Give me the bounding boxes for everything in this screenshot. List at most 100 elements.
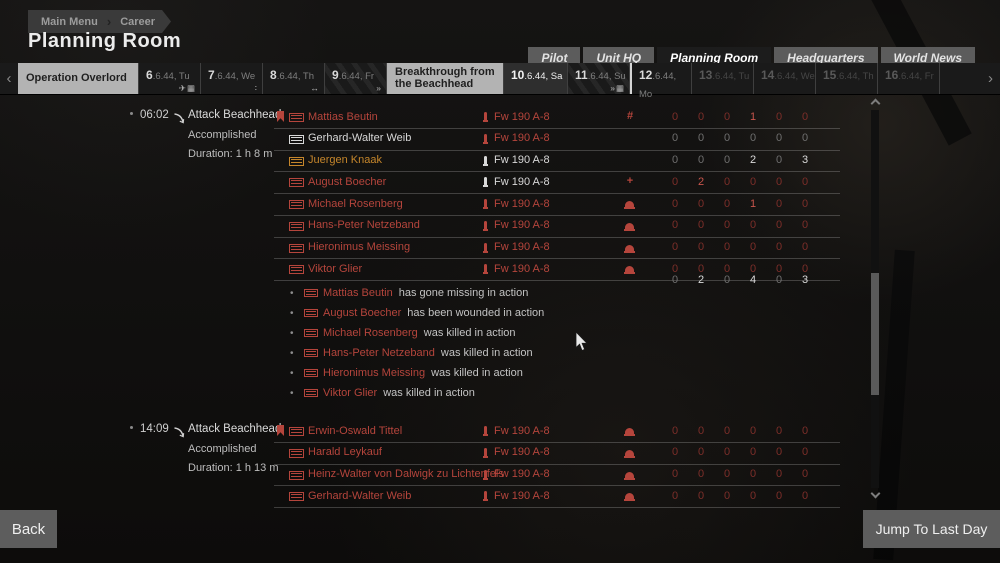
- mission-time: 14:09: [140, 423, 169, 435]
- message-text: was killed in action: [440, 347, 533, 359]
- date-tab-13-6-44[interactable]: 13.6.44, Tu: [692, 63, 754, 94]
- pilot-name: Gerhard-Walter Weib: [308, 489, 412, 502]
- date-day-suffix: .6.44, Tu: [712, 71, 750, 82]
- stat-value: 2: [749, 154, 757, 166]
- stat-value: 0: [801, 489, 809, 502]
- stat-value: 0: [697, 241, 705, 253]
- bookmark-icon: [277, 111, 284, 122]
- date-tab-14-6-44[interactable]: 14.6.44, We: [754, 63, 816, 94]
- breadcrumb: Main Menu › Career: [28, 10, 171, 33]
- tab-unit-hq[interactable]: Unit HQ: [583, 47, 655, 68]
- pilot-name: Erwin-Oswald Tittel: [308, 424, 403, 437]
- breadcrumb-item-career[interactable]: Career: [120, 15, 156, 28]
- stat-value: 0: [723, 110, 731, 123]
- date-day-suffix: .6.44, Th: [836, 71, 874, 82]
- pilot-row[interactable]: Hieronimus Meissing Fw 190 A-8 0 0 0 0 0 0: [274, 238, 840, 260]
- killed-icon: [624, 493, 635, 502]
- pilot-row[interactable]: Michael Rosenberg Fw 190 A-8 0 0 0 1 0 0: [274, 194, 840, 216]
- date-tab-11-6-44[interactable]: 11.6.44, Su »▦: [568, 63, 630, 94]
- pilot-row[interactable]: Hans-Peter Netzeband Fw 190 A-8 0 0 0 0 0 0: [274, 216, 840, 238]
- stat-value: 0: [697, 424, 705, 437]
- message-text: has been wounded in action: [407, 307, 545, 319]
- stat-value: 0: [749, 489, 757, 502]
- stat-value: 0: [697, 262, 705, 275]
- rank-insignia-icon: [289, 427, 304, 436]
- killed-icon: [624, 471, 635, 480]
- date-day-number: 8: [270, 68, 277, 82]
- stat-value: 0: [723, 154, 731, 166]
- top-nav-tabs: Pilot Unit HQ Planning Room Headquarters Wor…: [528, 47, 975, 68]
- page-title: Planning Room: [28, 30, 182, 52]
- pilot-row[interactable]: Harald Leykauf Fw 190 A-8 0 0 0 0 0 0: [274, 443, 840, 465]
- stat-value: 0: [801, 424, 809, 437]
- rank-insignia-icon: [304, 389, 318, 397]
- stat-value: 0: [697, 197, 705, 210]
- tab-planning-room[interactable]: Planning Room: [657, 47, 772, 68]
- stat-value: 0: [801, 241, 809, 253]
- date-tab-16-6-44[interactable]: 16.6.44, Fr: [878, 63, 940, 94]
- bookmark-icon: [277, 425, 284, 436]
- date-strip-prev-icon[interactable]: ‹: [6, 70, 12, 87]
- bomb-icon: [483, 199, 488, 209]
- date-tab-15-6-44[interactable]: 15.6.44, Th: [816, 63, 878, 94]
- message-row: • Viktor Glier was killed in action: [290, 383, 544, 403]
- message-pilot-name: August Boecher: [323, 307, 402, 319]
- pilot-name: Michael Rosenberg: [308, 197, 403, 210]
- pilot-row[interactable]: Viktor Glier Fw 190 A-8 0 0 0 0 0 0: [274, 259, 840, 281]
- tab-headquarters[interactable]: Headquarters: [774, 47, 878, 68]
- date-tab-icons: ✈▦: [179, 83, 196, 93]
- stat-value: 0: [671, 132, 679, 145]
- scroll-up-icon[interactable]: [870, 98, 881, 109]
- tab-world-news[interactable]: World News: [880, 47, 975, 68]
- message-row: • August Boecher has been wounded in actio…: [290, 303, 544, 323]
- aircraft-type: Fw 190 A-8: [494, 154, 550, 166]
- mission-messages: • Mattias Beutin has gone missing in actio…: [290, 283, 544, 403]
- mission-duration: Duration: 1 h 13 m: [188, 462, 279, 474]
- date-tab-10-6-44[interactable]: 10.6.44, Sa: [504, 63, 568, 94]
- date-tab-7-6-44[interactable]: 7.6.44, We ∶: [201, 63, 263, 94]
- killed-icon: [624, 428, 635, 436]
- pilot-row[interactable]: Mattias Beutin Fw 190 A-8 #0 0 0 1 0 0: [274, 107, 840, 129]
- pilot-row[interactable]: Erwin-Oswald Tittel Fw 190 A-8 0 0 0 0 0 0: [274, 421, 840, 443]
- pilot-name: Harald Leykauf: [308, 446, 382, 459]
- aircraft-type: Fw 190 A-8: [494, 175, 550, 188]
- aircraft-type: Fw 190 A-8: [494, 446, 550, 459]
- date-day-suffix: .6.44, Fr: [898, 71, 934, 82]
- mission-duration: Duration: 1 h 8 m: [188, 148, 273, 160]
- date-day-number: 10: [511, 68, 525, 82]
- scrollbar-thumb[interactable]: [871, 273, 879, 395]
- operation-tab-breakthrough-from-the-beachhead[interactable]: Breakthrough from the Beachhead: [387, 63, 504, 94]
- pilot-row[interactable]: August Boecher Fw 190 A-8 +0 2 0 0 0 0: [274, 172, 840, 194]
- wounded-icon: +: [626, 175, 634, 188]
- scroll-down-icon[interactable]: [870, 488, 881, 499]
- back-button[interactable]: Back: [0, 510, 57, 548]
- date-tab-6-6-44[interactable]: 6.6.44, Tu ✈▦: [139, 63, 201, 94]
- stat-value: 0: [671, 489, 679, 502]
- date-tab-12-6-44[interactable]: 12.6.44, Mo: [630, 63, 692, 100]
- message-bullet-icon: •: [290, 347, 294, 359]
- rank-insignia-icon: [289, 221, 304, 231]
- pilot-row[interactable]: Gerhard-Walter Weib Fw 190 A-8 0 0 0 0 0 0: [274, 486, 840, 508]
- transfer-icon: ↔: [310, 82, 320, 93]
- pilot-row[interactable]: Heinz-Walter von Dalwigk zu Lichtenfels F…: [274, 465, 840, 487]
- message-row: • Mattias Beutin has gone missing in actio…: [290, 283, 544, 303]
- date-tab-9-6-44[interactable]: 9.6.44, Fr»: [325, 63, 387, 94]
- killed-icon: [624, 244, 635, 253]
- message-bullet-icon: •: [290, 327, 294, 339]
- stat-value: 0: [723, 424, 731, 437]
- date-strip-next-icon[interactable]: ›: [988, 70, 993, 87]
- skip-icon: »: [610, 82, 616, 93]
- pilot-list: Mattias Beutin Fw 190 A-8 #0 0 0 1 0 0 Gerhard-W…: [274, 107, 840, 281]
- jump-to-last-day-button[interactable]: Jump To Last Day: [863, 510, 1000, 548]
- message-bullet-icon: •: [290, 287, 294, 299]
- pilot-row[interactable]: Juergen Knaak Fw 190 A-8 0 0 0 2 0 3: [274, 151, 840, 173]
- date-tab-8-6-44[interactable]: 8.6.44, Th ↔: [263, 63, 325, 94]
- date-day-suffix: .6.44, Th: [276, 71, 315, 82]
- tab-pilot[interactable]: Pilot: [528, 47, 581, 68]
- operation-tab-operation-overlord[interactable]: Operation Overlord: [18, 63, 139, 94]
- pilot-row[interactable]: Gerhard-Walter Weib Fw 190 A-8 0 0 0 0 0 0: [274, 129, 840, 151]
- stat-value: 0: [671, 175, 679, 188]
- mission-bullet-icon: [130, 112, 133, 115]
- breadcrumb-item-main-menu[interactable]: Main Menu: [41, 15, 98, 28]
